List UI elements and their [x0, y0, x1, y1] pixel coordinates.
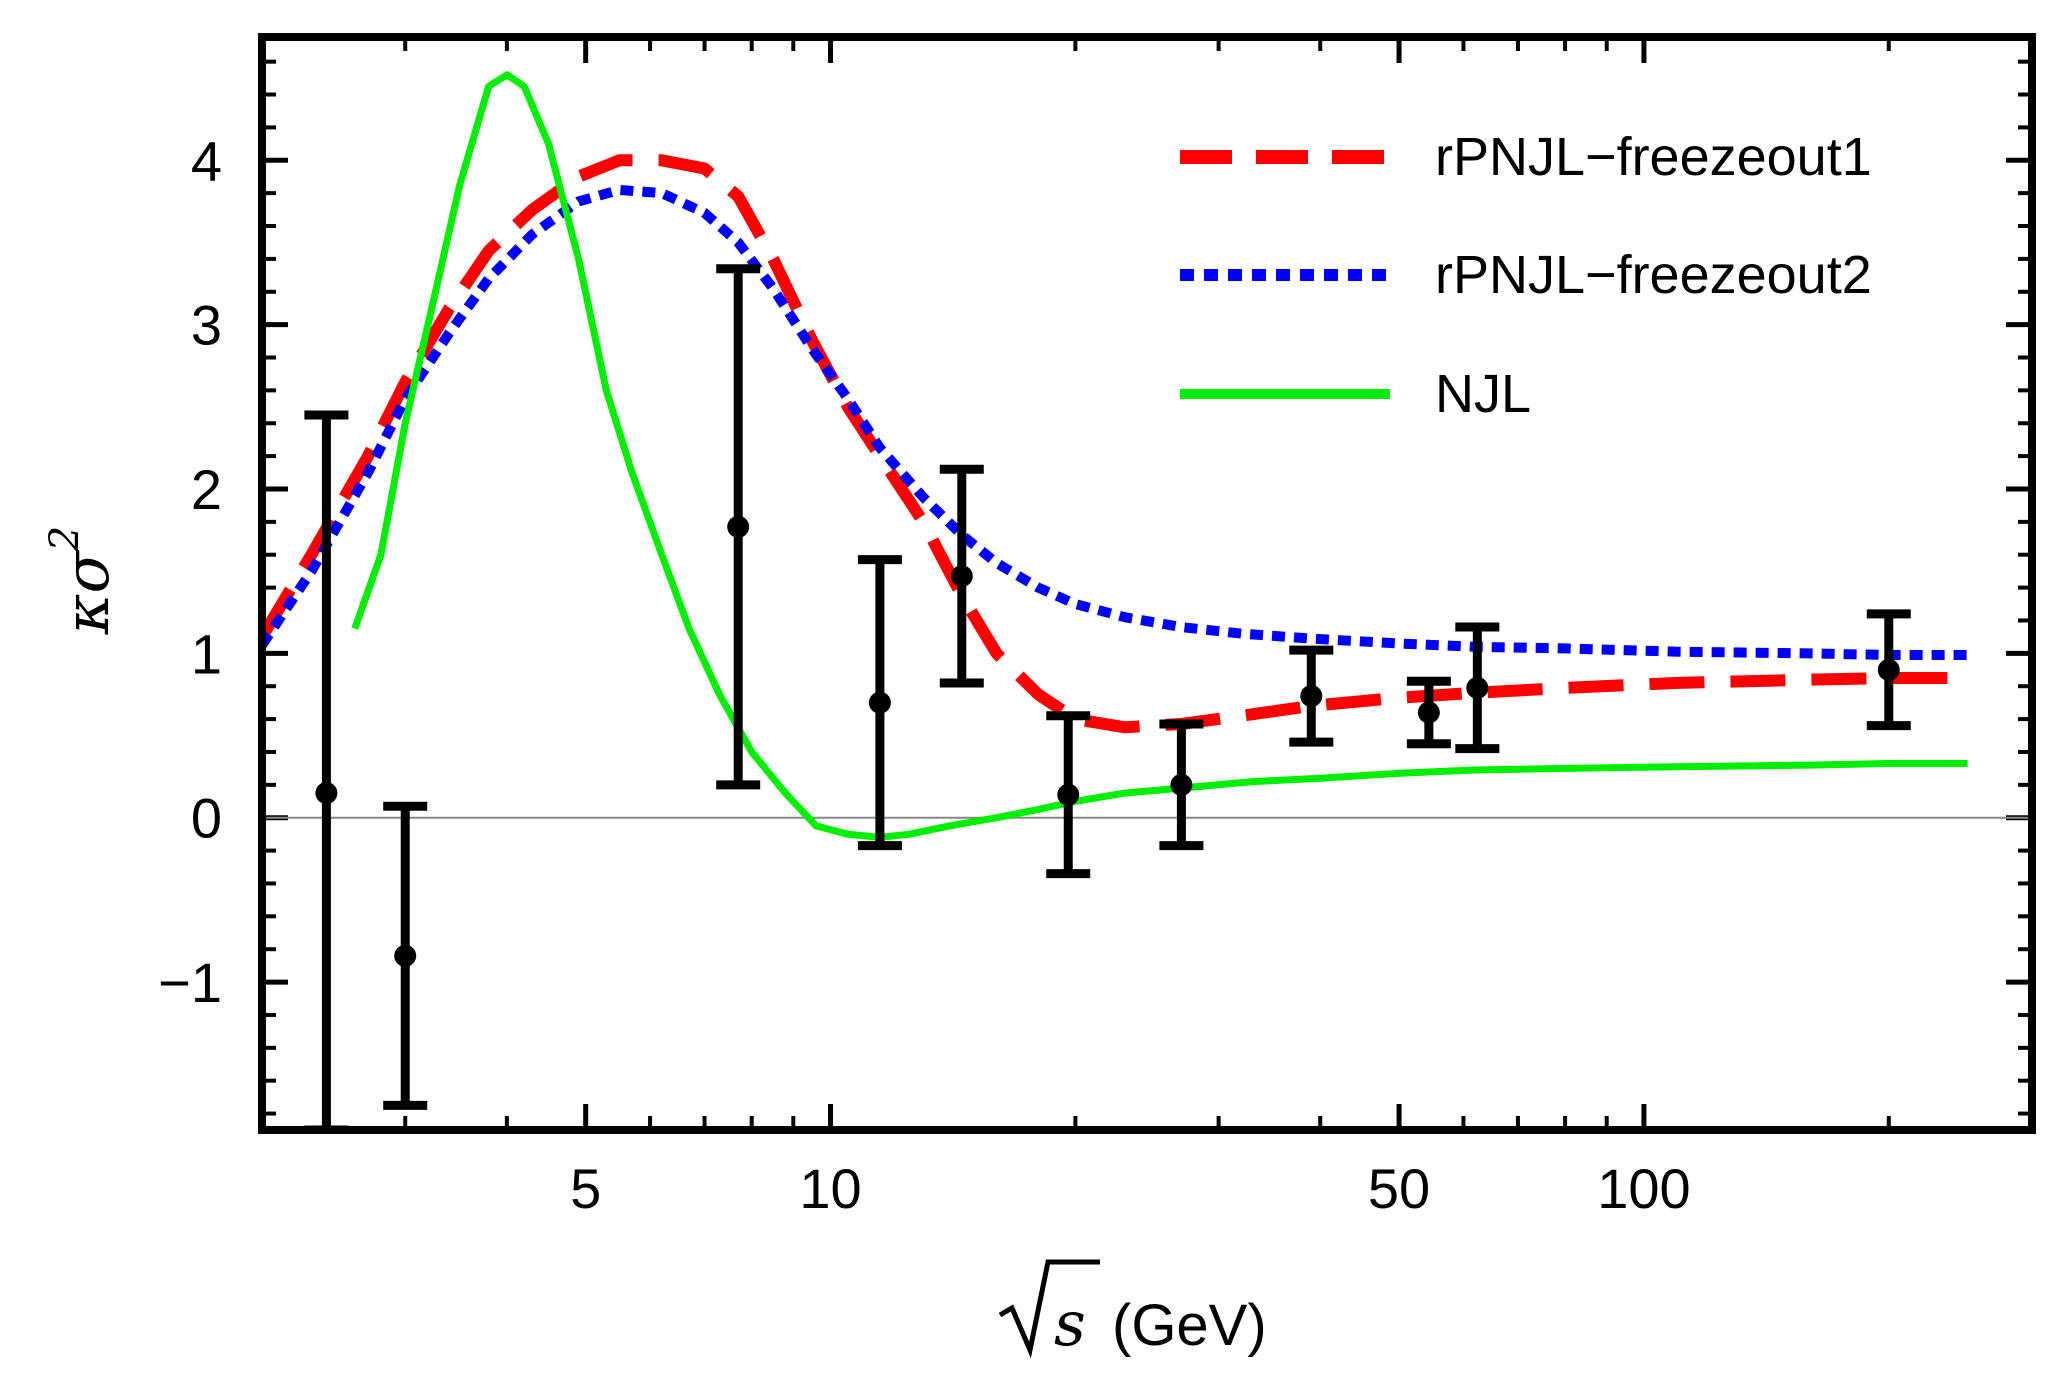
x-axis-title: s (GeV)	[998, 1259, 1267, 1360]
data-marker	[1170, 773, 1193, 796]
x-axis-unit: (GeV)	[1112, 1293, 1267, 1358]
legend: rPNJL−freezeout1 rPNJL−freezeout2 NJL	[1180, 127, 1872, 424]
series-line-njl	[351, 71, 1968, 841]
data-marker	[1300, 685, 1323, 708]
legend-label-rpnjl2: rPNJL−freezeout2	[1435, 245, 1872, 305]
y-tick-labels: −1 0 1 2 3 4	[158, 129, 222, 1014]
series-line-rpnjl-freezeout2	[262, 184, 1968, 660]
y-tick-label: 3	[191, 294, 222, 357]
data-marker	[1877, 658, 1900, 681]
data-point	[304, 410, 349, 1130]
data-marker	[394, 944, 417, 967]
data-marker	[868, 691, 891, 714]
data-marker	[727, 515, 750, 538]
data-point	[1406, 676, 1451, 749]
legend-label-rpnjl1: rPNJL−freezeout1	[1435, 127, 1872, 187]
x-tick-label: 50	[1368, 1157, 1430, 1220]
data-marker	[1417, 701, 1440, 724]
legend-label-njl: NJL	[1435, 364, 1531, 424]
data-point	[1455, 622, 1500, 754]
x-tick-labels: 5 10 50 100	[570, 1157, 1691, 1220]
svg-text:κσ2: κσ2	[42, 526, 123, 635]
sqrt-radical-icon	[998, 1259, 1100, 1359]
y-tick-label: 0	[191, 787, 222, 850]
data-point	[383, 801, 428, 1110]
data-point	[1289, 645, 1334, 747]
y-tick-label: 2	[191, 458, 222, 521]
series-layer	[262, 71, 1968, 841]
errorbar-layer	[304, 264, 1911, 1130]
x-tick-label: 5	[570, 1157, 601, 1220]
y-axis-title: κσ2	[42, 526, 123, 635]
data-marker	[1057, 783, 1080, 806]
x-tick-label: 100	[1597, 1157, 1690, 1220]
data-point	[1046, 711, 1091, 879]
y-axis-exponent: 2	[42, 526, 88, 552]
series-line-rpnjl-freezeout1	[262, 154, 1968, 734]
x-tick-label: 10	[799, 1157, 861, 1220]
data-marker	[950, 565, 973, 588]
plot-frame	[258, 33, 2036, 1134]
data-point	[857, 555, 902, 851]
data-marker	[315, 782, 338, 805]
data-point	[939, 464, 984, 688]
x-axis-symbol: s	[1054, 1287, 1086, 1360]
data-point	[716, 264, 761, 790]
y-tick-label: 4	[191, 129, 222, 192]
y-tick-label: 1	[191, 622, 222, 685]
data-point	[1159, 719, 1204, 851]
y-tick-label: −1	[158, 951, 222, 1014]
data-marker	[1466, 676, 1489, 699]
major-ticks	[262, 37, 2032, 1130]
data-point	[1866, 609, 1911, 731]
y-axis-base: κσ	[50, 550, 123, 636]
